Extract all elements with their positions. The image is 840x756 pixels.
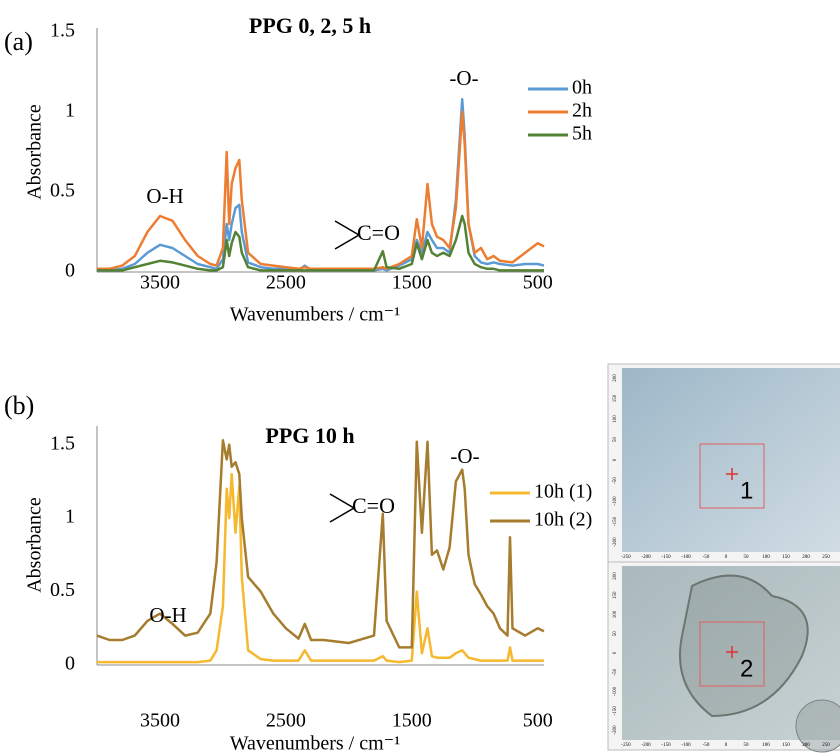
micrograph-x-tick: -200 bbox=[641, 743, 651, 748]
micrograph-x-tick: -200 bbox=[641, 555, 651, 560]
micrograph-x-tick: -50 bbox=[703, 743, 710, 748]
y-tick-label: 1 bbox=[65, 506, 75, 528]
x-tick-label: 1500 bbox=[392, 272, 432, 294]
micrograph-y-tick: -100 bbox=[613, 496, 618, 506]
spot-label: 1 bbox=[740, 477, 753, 504]
x-tick-label: 2500 bbox=[266, 710, 306, 732]
x-tick-label: 3500 bbox=[140, 272, 180, 294]
y-tick-label: 1.5 bbox=[50, 432, 75, 454]
legend-label: 0h bbox=[572, 77, 592, 99]
micrograph-y-tick: -150 bbox=[613, 516, 618, 526]
chart-title: PPG 0, 2, 5 h bbox=[249, 13, 371, 38]
carbonyl-bracket bbox=[329, 493, 356, 523]
annotation: C=O bbox=[352, 493, 395, 518]
micrograph-x-tick: -150 bbox=[661, 743, 671, 748]
x-tick-label: 1500 bbox=[392, 710, 432, 732]
legend-label: 5h bbox=[572, 123, 592, 145]
micrograph-x-tick: 200 bbox=[802, 555, 810, 560]
x-tick-label: 500 bbox=[523, 272, 553, 294]
micrograph-x-tick: -100 bbox=[681, 743, 691, 748]
crosshair bbox=[726, 646, 738, 658]
micrograph-x-tick: 250 bbox=[822, 555, 830, 560]
micrograph-x-tick: 50 bbox=[744, 743, 750, 748]
annotation: -O- bbox=[450, 444, 479, 468]
micrograph-y-tick: -200 bbox=[613, 725, 618, 735]
y-tick-label: 1 bbox=[65, 100, 75, 122]
spectrum-line bbox=[97, 472, 544, 664]
micrograph-y-tick: -50 bbox=[613, 477, 618, 484]
y-axis-label: Absorbance bbox=[24, 497, 46, 593]
micrograph-y-tick: -100 bbox=[613, 686, 618, 696]
chart-title: PPG 10 h bbox=[265, 423, 354, 448]
micrograph-x-tick: 250 bbox=[822, 743, 830, 748]
micrograph-y-tick: 100 bbox=[613, 610, 618, 618]
legend-label: 10h (1) bbox=[534, 481, 592, 503]
micrograph-x-tick: 0 bbox=[725, 743, 728, 748]
micrograph-y-tick: 150 bbox=[613, 394, 618, 402]
annotation: C=O bbox=[357, 220, 400, 245]
micrograph-x-tick: -250 bbox=[621, 743, 631, 748]
panel-label: (b) bbox=[4, 391, 34, 420]
crosshair bbox=[726, 468, 738, 480]
micrograph-y-tick: 50 bbox=[613, 631, 618, 637]
micrograph-y-tick: 0 bbox=[613, 458, 618, 461]
micrograph-image bbox=[622, 368, 840, 552]
measure-region bbox=[699, 621, 765, 687]
micrograph-y-tick: -200 bbox=[613, 537, 618, 547]
annotation: O-H bbox=[149, 603, 186, 627]
micrograph-x-tick: -100 bbox=[681, 555, 691, 560]
micrograph-x-tick: 100 bbox=[762, 555, 770, 560]
carbonyl-bracket bbox=[334, 220, 361, 250]
x-tick-label: 500 bbox=[523, 710, 553, 732]
micrograph-x-tick: -250 bbox=[621, 555, 631, 560]
micrograph-y-tick: 200 bbox=[613, 572, 618, 580]
y-tick-label: 0.5 bbox=[50, 180, 75, 202]
particle-outline bbox=[679, 574, 809, 718]
micrograph-x-tick: 150 bbox=[782, 743, 790, 748]
legend-label: 2h bbox=[572, 100, 592, 122]
measure-region bbox=[699, 443, 765, 509]
annotation: O-H bbox=[146, 184, 183, 208]
micrograph-y-tick: 0 bbox=[613, 651, 618, 654]
micrograph-y-tick: -150 bbox=[613, 706, 618, 716]
micrograph-y-tick: 150 bbox=[613, 591, 618, 599]
panel-label: (a) bbox=[4, 27, 33, 56]
micrograph-y-tick: 200 bbox=[613, 374, 618, 382]
x-tick-label: 2500 bbox=[266, 272, 306, 294]
micrograph-y-tick: 50 bbox=[613, 437, 618, 443]
spot-label: 2 bbox=[740, 655, 753, 682]
micrograph-x-tick: 200 bbox=[802, 743, 810, 748]
x-axis-label: Wavenumbers / cm⁻¹ bbox=[230, 733, 400, 755]
micrograph-x-tick: -150 bbox=[661, 555, 671, 560]
y-tick-label: 0 bbox=[65, 260, 75, 282]
particle bbox=[795, 699, 840, 753]
x-tick-label: 3500 bbox=[140, 710, 180, 732]
y-tick-label: 0.5 bbox=[50, 579, 75, 601]
spectrum-line bbox=[97, 214, 544, 272]
micrograph-x-tick: 150 bbox=[782, 555, 790, 560]
spectrum-line bbox=[97, 110, 545, 271]
micrograph-x-tick: -50 bbox=[703, 555, 710, 560]
micrograph-x-tick: 100 bbox=[762, 743, 770, 748]
x-axis-label: Wavenumbers / cm⁻¹ bbox=[230, 304, 400, 326]
annotation: -O- bbox=[449, 66, 478, 90]
spectrum-line bbox=[96, 439, 545, 649]
micrograph-x-tick: 50 bbox=[744, 555, 750, 560]
y-tick-label: 0 bbox=[65, 653, 75, 675]
micrograph-y-tick: 100 bbox=[613, 415, 618, 423]
micrograph-y-tick: -50 bbox=[613, 668, 618, 675]
y-axis-label: Absorbance bbox=[24, 104, 46, 200]
micrograph-x-tick: 0 bbox=[725, 555, 728, 560]
legend-label: 10h (2) bbox=[534, 509, 592, 531]
y-tick-label: 1.5 bbox=[50, 20, 75, 42]
